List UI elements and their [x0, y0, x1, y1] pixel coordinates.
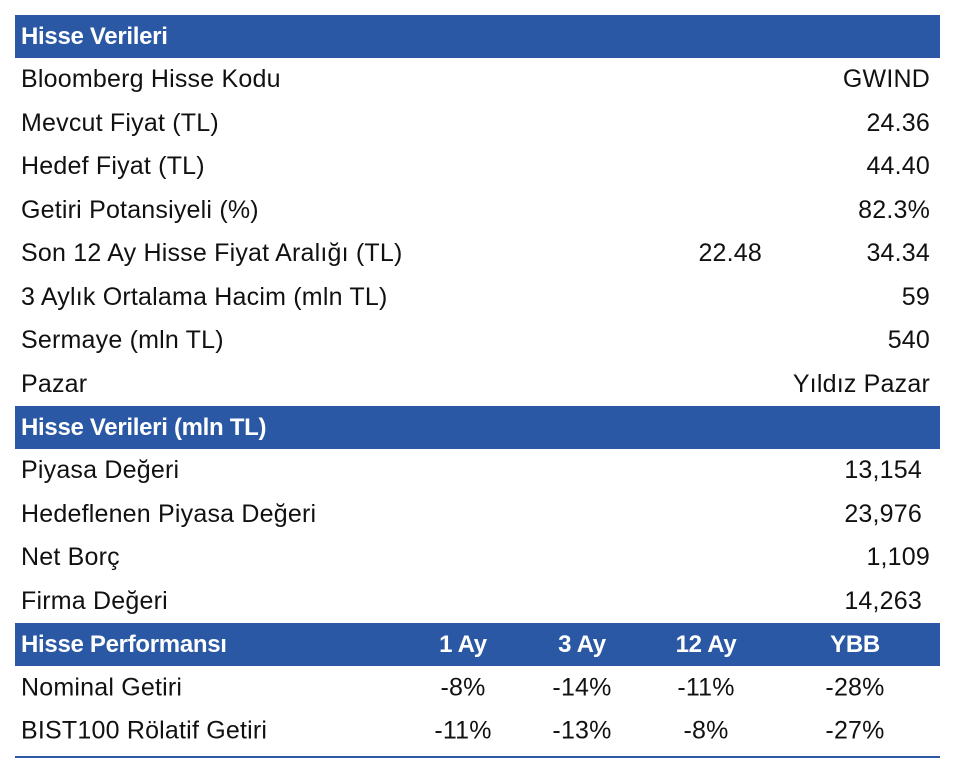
cell-ytd: -28% — [825, 673, 885, 702]
row-label: 3 Aylık Ortalama Hacim (mln TL) — [21, 282, 388, 311]
data-row-return-potential: Getiri Potansiyeli (%) 82.3% — [15, 189, 940, 233]
data-row-current-price: Mevcut Fiyat (TL) 24.36 — [15, 102, 940, 146]
cell-12m: -8% — [683, 716, 729, 745]
row-label: Getiri Potansiyeli (%) — [21, 195, 259, 224]
data-row-avg-volume: 3 Aylık Ortalama Hacim (mln TL) 59 — [15, 276, 940, 320]
section-title: Hisse Verileri — [21, 22, 168, 50]
data-row-target-price: Hedef Fiyat (TL) 44.40 — [15, 145, 940, 189]
row-value: GWIND — [842, 65, 930, 94]
row-label: Hedef Fiyat (TL) — [21, 152, 205, 181]
section-header-stock-data: Hisse Verileri — [15, 15, 940, 58]
data-row-capital: Sermaye (mln TL) 540 — [15, 319, 940, 363]
data-row-price-range: Son 12 Ay Hisse Fiyat Aralığı (TL) 22.48… — [15, 232, 940, 276]
row-value: Yıldız Pazar — [792, 369, 930, 398]
stock-data-panel: Hisse Verileri Bloomberg Hisse Kodu GWIN… — [15, 15, 940, 758]
row-value: 24.36 — [866, 108, 930, 137]
section-header-performance: Hisse Performansı 1 Ay 3 Ay 12 Ay YBB — [15, 623, 940, 666]
section-header-stock-data-mln: Hisse Verileri (mln TL) — [15, 406, 940, 449]
row-value: 44.40 — [866, 152, 930, 181]
row-label: Hedeflenen Piyasa Değeri — [21, 499, 317, 528]
cell-3m: -13% — [552, 716, 612, 745]
cell-3m: -14% — [552, 673, 612, 702]
row-value: 82.3% — [858, 195, 930, 224]
bottom-divider — [15, 756, 940, 758]
row-label: Bloomberg Hisse Kodu — [21, 65, 281, 94]
data-row-bloomberg-code: Bloomberg Hisse Kodu GWIND — [15, 58, 940, 102]
row-value: 59 — [901, 282, 930, 311]
row-value: 14,263 — [844, 586, 922, 615]
cell-ytd: -27% — [825, 716, 885, 745]
section-title: Hisse Performansı — [21, 630, 227, 658]
row-label: Mevcut Fiyat (TL) — [21, 108, 219, 137]
row-label: Piyasa Değeri — [21, 456, 180, 485]
row-value: 1,109 — [866, 543, 930, 572]
data-row-net-debt: Net Borç 1,109 — [15, 536, 940, 580]
column-header-ytd: YBB — [830, 630, 880, 658]
cell-1m: -8% — [440, 673, 486, 702]
data-row-market: Pazar Yıldız Pazar — [15, 363, 940, 407]
cell-12m: -11% — [677, 673, 735, 702]
row-label: Firma Değeri — [21, 586, 168, 615]
column-header-12m: 12 Ay — [675, 630, 737, 658]
performance-row-relative: BIST100 Rölatif Getiri -11% -13% -8% -27… — [15, 710, 940, 754]
data-row-target-market-cap: Hedeflenen Piyasa Değeri 23,976 — [15, 493, 940, 537]
cell-1m: -11% — [434, 716, 492, 745]
column-header-3m: 3 Ay — [558, 630, 606, 658]
data-row-enterprise-value: Firma Değeri 14,263 — [15, 580, 940, 624]
row-label: Sermaye (mln TL) — [21, 326, 224, 355]
row-label: BIST100 Rölatif Getiri — [21, 716, 268, 745]
row-value-high: 34.34 — [866, 239, 930, 268]
row-label: Nominal Getiri — [21, 673, 183, 702]
section-title: Hisse Verileri (mln TL) — [21, 413, 267, 441]
performance-row-nominal: Nominal Getiri -8% -14% -11% -28% — [15, 666, 940, 710]
row-value: 13,154 — [844, 456, 922, 485]
row-label: Son 12 Ay Hisse Fiyat Aralığı (TL) — [21, 239, 403, 268]
row-value: 540 — [887, 326, 930, 355]
row-label: Net Borç — [21, 543, 120, 572]
row-value: 23,976 — [844, 499, 922, 528]
row-value-low: 22.48 — [698, 239, 762, 268]
column-header-1m: 1 Ay — [439, 630, 487, 658]
data-row-market-cap: Piyasa Değeri 13,154 — [15, 449, 940, 493]
row-label: Pazar — [21, 369, 88, 398]
